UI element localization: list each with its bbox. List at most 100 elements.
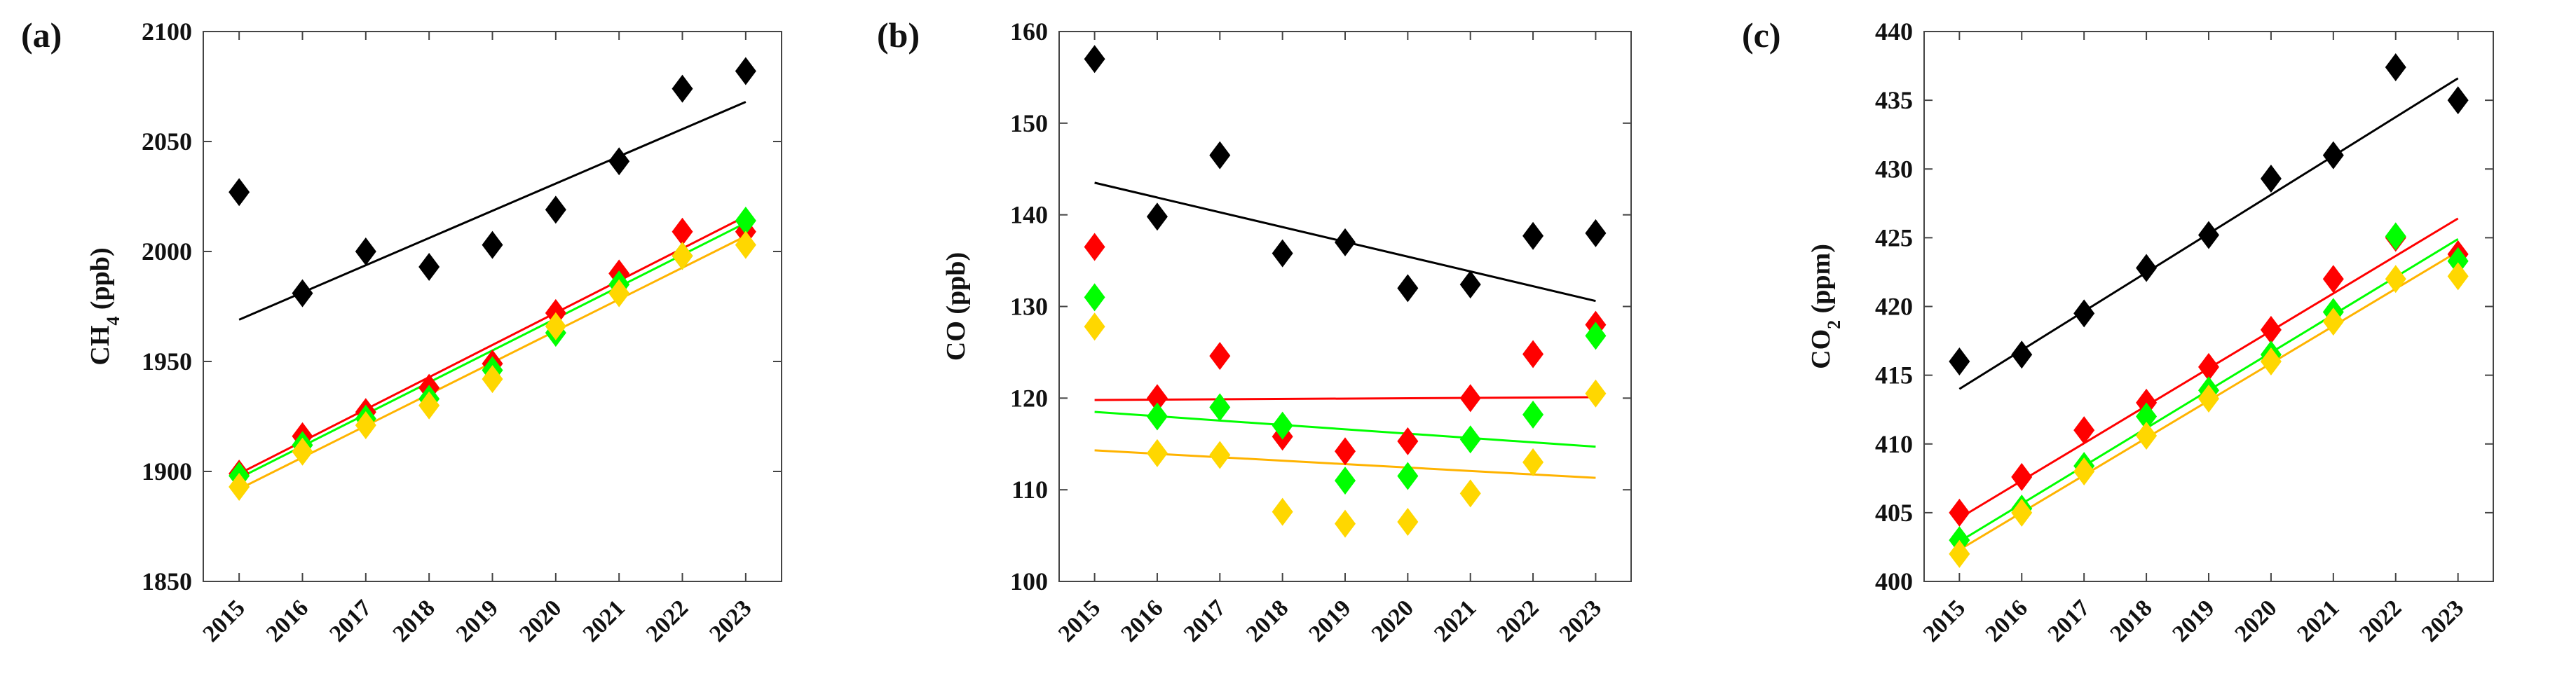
x-tick-label: 2018 (2105, 595, 2157, 647)
panel-label: (b) (877, 15, 920, 55)
data-point (1084, 45, 1105, 74)
data-point (2260, 347, 2282, 375)
panel-b: 100 110 120 130 140 150 160 2015 2016 2017 2018 201… (877, 15, 1632, 647)
data-point (608, 279, 630, 308)
data-point (2136, 402, 2158, 431)
data-point (2322, 265, 2344, 294)
data-point (2385, 222, 2406, 251)
x-tick-label: 2022 (2354, 595, 2406, 647)
data-point (1397, 274, 1419, 303)
data-point (2011, 462, 2033, 491)
data-point (1459, 479, 1481, 508)
data-point (1209, 393, 1231, 422)
data-point (1459, 270, 1481, 299)
trend-line (238, 215, 747, 475)
y-axis-label-unit: (ppm) (1806, 244, 1836, 320)
y-tick-label: 1900 (142, 457, 192, 485)
y-tick-label: 100 (1010, 567, 1048, 595)
y-tick-label: 120 (1010, 384, 1048, 412)
x-tick-label: 2017 (1179, 595, 1231, 647)
data-point (2385, 265, 2406, 294)
y-tick-label: 420 (1875, 293, 1913, 321)
data-point (2447, 86, 2469, 115)
data-point (1084, 233, 1105, 261)
x-tick-label: 2020 (514, 595, 566, 647)
y-tick-label: 150 (1010, 109, 1048, 137)
y-tick-label: 405 (1875, 499, 1913, 527)
data-point (2447, 262, 2469, 291)
y-axis-label-subscript: 4 (103, 317, 123, 326)
x-tick-label: 2015 (198, 595, 250, 647)
y-axis-label-unit: (ppb) (86, 247, 115, 316)
data-point (1459, 384, 1481, 413)
panel-label: (a) (21, 15, 62, 55)
y-axis-label: CH4 (ppb) (86, 247, 123, 365)
data-point (229, 472, 250, 501)
trend-line (1094, 396, 1596, 401)
y-tick-label: 140 (1010, 201, 1048, 229)
data-point (1585, 322, 1607, 350)
x-tick-label: 2016 (1116, 595, 1168, 647)
x-tick-label: 2021 (578, 595, 630, 647)
data-point (2260, 315, 2282, 344)
y-axis-label: CO2 (ppm) (1806, 244, 1844, 369)
y-tick-label: 130 (1010, 293, 1048, 321)
y-tick-label: 110 (1011, 476, 1048, 504)
data-point (292, 279, 313, 308)
data-point (355, 237, 376, 265)
data-point (1272, 411, 1293, 440)
data-point (2260, 164, 2282, 193)
y-axis-label: CO (ppb) (941, 252, 971, 361)
data-point (672, 217, 693, 246)
data-point (1397, 507, 1419, 536)
x-tick-label: 2023 (2417, 595, 2469, 647)
y-tick-label: 400 (1875, 567, 1913, 595)
x-tick-label: 2018 (1241, 595, 1293, 647)
data-point (2198, 221, 2219, 249)
data-point (735, 57, 756, 85)
data-point (1209, 141, 1231, 170)
data-point (1949, 347, 1970, 375)
x-tick-label: 2023 (704, 595, 756, 647)
panel-label: (c) (1742, 15, 1781, 55)
data-point (1522, 221, 1544, 250)
y-tick-label: 1950 (142, 347, 192, 375)
data-point (1146, 202, 1168, 231)
y-tick-label: 2100 (142, 18, 192, 46)
data-point (2198, 384, 2219, 413)
data-point (1585, 219, 1607, 247)
plot-frame (203, 31, 782, 582)
data-point (1209, 441, 1231, 469)
data-point (1397, 427, 1419, 455)
data-point (1949, 539, 1970, 568)
data-point (1084, 283, 1105, 312)
y-axis-label-subscript: 2 (1824, 320, 1844, 329)
data-point (2322, 308, 2344, 336)
data-point (2198, 352, 2219, 381)
x-tick-label: 2016 (1981, 595, 2033, 647)
trend-line (1094, 411, 1596, 448)
y-tick-label: 430 (1875, 155, 1913, 183)
data-point (1146, 439, 1168, 467)
data-point (292, 437, 313, 466)
x-tick-label: 2019 (2167, 595, 2219, 647)
x-tick-label: 2019 (1304, 595, 1356, 647)
y-tick-label: 2000 (142, 237, 192, 265)
data-point (2073, 299, 2095, 328)
data-point (2136, 254, 2158, 282)
data-point (1335, 437, 1356, 466)
data-point (1272, 497, 1293, 526)
data-point (418, 252, 440, 281)
data-point (1522, 340, 1544, 368)
data-point (1272, 239, 1293, 268)
x-tick-label: 2022 (641, 595, 693, 647)
y-tick-label: 435 (1875, 86, 1913, 114)
data-point (735, 230, 756, 259)
data-point (1335, 467, 1356, 495)
data-point (1335, 228, 1356, 256)
data-point (1459, 425, 1481, 454)
data-point (1397, 462, 1419, 490)
y-tick-label: 160 (1010, 18, 1048, 46)
